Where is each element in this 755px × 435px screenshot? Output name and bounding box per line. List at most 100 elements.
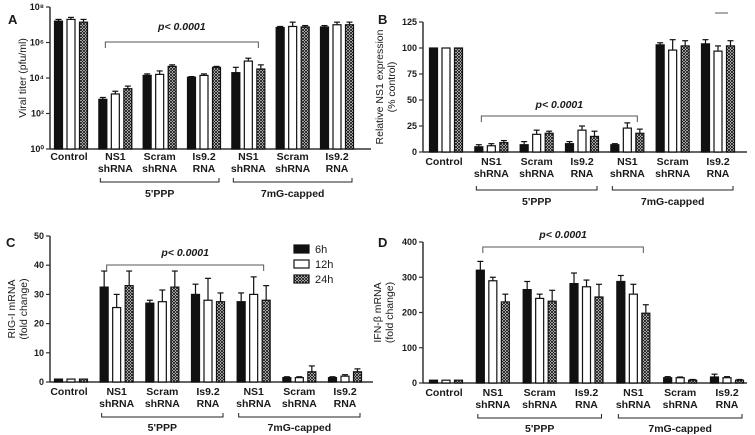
legend: 6h 12h 24h xyxy=(293,244,333,286)
p-value-label: p< 0.0001 xyxy=(160,247,209,259)
y-tick-label: 100 xyxy=(402,43,417,53)
bar-6h xyxy=(231,72,241,150)
category-label: Scram xyxy=(524,387,556,399)
category-label: NS1 xyxy=(106,386,127,398)
panel-letter: B xyxy=(378,12,387,27)
legend-swatch xyxy=(293,259,310,269)
y-tick-label: 0 xyxy=(412,147,417,157)
bar-12h xyxy=(203,299,213,383)
bar-6h xyxy=(98,98,108,150)
legend-item: 24h xyxy=(293,274,333,286)
group-label: 7mG-capped xyxy=(648,423,712,435)
bar-12h xyxy=(722,377,732,384)
panel-c: C 0 10 20 30 40 50 RIG-I mRNA (fold change) Contr… xyxy=(6,231,373,434)
bar-24h xyxy=(500,301,510,384)
bar-6h xyxy=(428,47,439,153)
category-label: Scram xyxy=(277,151,309,163)
panel-b: B 0 25 50 75 100 125 Relative NS1 expression (% … xyxy=(374,12,747,208)
category-label: shRNA xyxy=(142,163,177,175)
category-label: RNA xyxy=(197,398,220,410)
group-label: 7mG-capped xyxy=(268,422,332,434)
bar-6h xyxy=(327,377,338,383)
category-label: Scram xyxy=(664,387,696,399)
category-label: NS1 xyxy=(105,151,126,163)
bar-6h xyxy=(186,76,197,150)
bar-12h xyxy=(488,280,498,384)
panel-letter: D xyxy=(378,235,387,250)
bar-12h xyxy=(675,377,685,384)
p-value-label: p< 0.0001 xyxy=(157,21,206,33)
y-tick-label: 10⁸ xyxy=(30,2,44,12)
y-axis-label: IFN-β mRNA xyxy=(372,282,384,342)
y-tick-label: 50 xyxy=(34,231,44,241)
bar-6h xyxy=(522,288,532,384)
legend-label: 12h xyxy=(315,259,333,271)
y-tick-label: 75 xyxy=(407,69,417,79)
group-bracket xyxy=(477,414,602,419)
bar-6h xyxy=(519,144,529,153)
y-tick-label: 40 xyxy=(34,260,44,270)
category-label: Scram xyxy=(657,156,689,168)
y-tick-label: 10⁴ xyxy=(30,73,44,83)
group-bracket xyxy=(99,178,220,183)
bar-12h xyxy=(332,24,342,150)
y-axis-label-unit: (% control) xyxy=(386,62,398,113)
bar-12h xyxy=(668,49,678,153)
category-label: Scram xyxy=(146,386,178,398)
y-tick-label: 200 xyxy=(402,308,417,318)
bar-6h xyxy=(475,269,485,384)
bar-6h xyxy=(428,379,439,384)
y-tick-label: 30 xyxy=(34,289,44,299)
bar-24h xyxy=(453,47,464,153)
category-label: RNA xyxy=(326,163,349,175)
bar-12h xyxy=(157,301,167,383)
category-label: shRNA xyxy=(522,399,557,411)
bar-24h xyxy=(547,300,557,384)
category-label: RNA xyxy=(707,168,730,180)
category-label: shRNA xyxy=(616,399,651,411)
bar-24h xyxy=(544,132,554,153)
bar-12h xyxy=(577,129,587,153)
category-label: shRNA xyxy=(231,163,266,175)
legend-item: 6h xyxy=(293,244,327,256)
bar-24h xyxy=(688,379,698,384)
category-label: shRNA xyxy=(655,168,690,180)
group-bracket xyxy=(475,186,598,191)
category-label: RNA xyxy=(571,168,594,180)
y-tick-label: 0 xyxy=(412,378,417,388)
category-label: RNA xyxy=(716,399,739,411)
bar-24h xyxy=(589,135,600,153)
group-bracket xyxy=(101,413,224,418)
bar-6h xyxy=(53,378,64,383)
y-tick-label: 10⁶ xyxy=(30,38,44,48)
category-label: RNA xyxy=(575,399,598,411)
y-axis-label: RIG-I mRNA xyxy=(6,280,18,339)
bar-12h xyxy=(110,93,120,150)
group-bracket xyxy=(617,414,743,419)
group-bracket xyxy=(238,413,361,418)
bar-12h xyxy=(622,127,632,153)
bar-24h xyxy=(352,371,363,383)
bar-24h xyxy=(641,312,651,384)
bar-6h xyxy=(700,43,711,153)
group-label: 5'PPP xyxy=(525,423,554,435)
y-tick-label: 25 xyxy=(407,121,417,131)
y-tick-label: 400 xyxy=(402,237,417,247)
bar-24h xyxy=(594,296,604,384)
y-tick-label: 20 xyxy=(34,319,44,329)
category-label: shRNA xyxy=(663,399,698,411)
group-label: 5'PPP xyxy=(522,196,551,208)
legend-label: 24h xyxy=(315,274,333,286)
bar-6h xyxy=(236,301,246,383)
bar-12h xyxy=(535,297,545,384)
legend-swatch xyxy=(293,244,310,254)
legend-item: 12h xyxy=(293,259,333,271)
category-label: NS1 xyxy=(238,151,259,163)
bar-12h xyxy=(155,73,165,150)
category-label: Control xyxy=(425,387,462,399)
category-label: Is9.2 xyxy=(706,156,730,168)
category-label: Scram xyxy=(144,151,176,163)
bar-12h xyxy=(288,25,298,150)
panel-letter: C xyxy=(6,235,16,250)
significance-bracket xyxy=(106,264,265,271)
